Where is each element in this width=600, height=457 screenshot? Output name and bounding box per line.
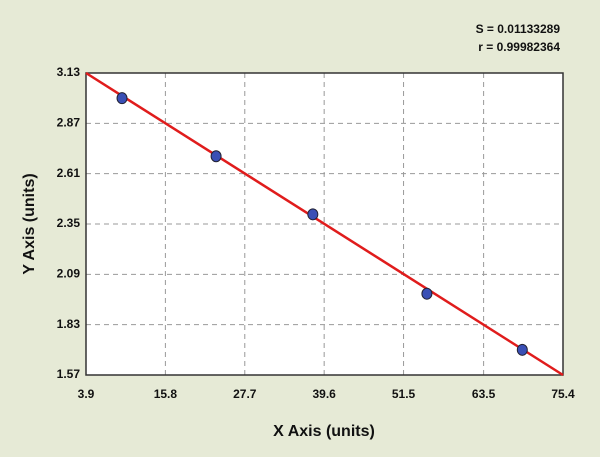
data-point (116, 92, 128, 105)
x-tick-label: 15.8 (154, 387, 178, 401)
x-tick-label: 51.5 (392, 387, 416, 401)
data-point (516, 343, 528, 356)
y-tick-label: 2.87 (57, 116, 81, 130)
annotation: S = 0.01133289 (476, 22, 561, 36)
y-tick-label: 3.13 (57, 65, 81, 79)
x-tick-label: 39.6 (312, 387, 336, 401)
annotation: r = 0.99982364 (478, 40, 560, 54)
y-tick-label: 1.57 (57, 367, 81, 381)
x-tick-label: 27.7 (233, 387, 257, 401)
x-tick-label: 63.5 (472, 387, 496, 401)
y-tick-label: 2.35 (57, 216, 81, 230)
data-point (421, 287, 433, 300)
x-tick-label: 3.9 (78, 387, 95, 401)
fit-line (85, 71, 564, 377)
x-tick-label: 75.4 (551, 387, 575, 401)
data-point (307, 208, 319, 221)
data-point (210, 150, 222, 163)
y-tick-label: 2.09 (57, 267, 81, 281)
y-tick-label: 2.61 (57, 166, 81, 180)
plot-border (85, 72, 564, 376)
x-axis-label: X Axis (units) (273, 423, 375, 440)
y-axis-label: Y Axis (units) (21, 173, 38, 274)
y-tick-label: 1.83 (57, 317, 81, 331)
